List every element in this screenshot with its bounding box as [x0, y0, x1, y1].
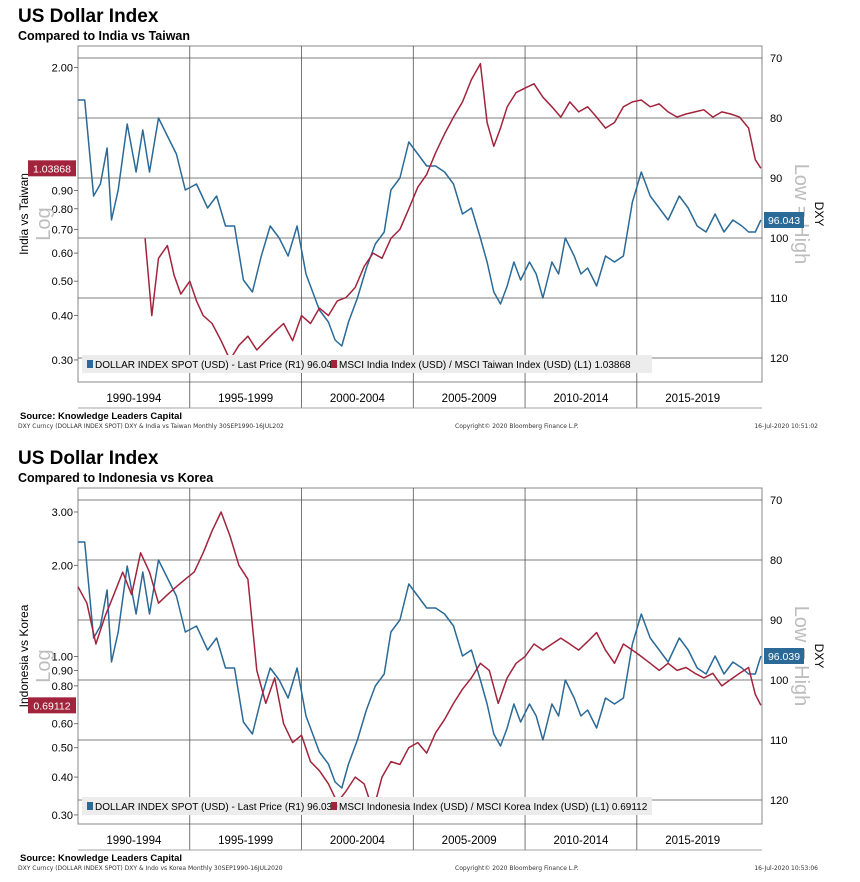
left-scale-watermark: Log: [33, 649, 55, 682]
left-last-value-flag: [28, 160, 76, 177]
x-tick-label: 2000-2004: [330, 835, 386, 847]
x-tick-label: 1995-1999: [218, 835, 273, 847]
plot-area: [77, 45, 763, 383]
right-last-value-flag: [764, 212, 804, 228]
right-tick-label: 70: [770, 53, 782, 65]
left-tick-label: 3.00: [52, 507, 73, 519]
footer-left-text: DXY Curncy (DOLLAR INDEX SPOT) DXY & Ind…: [18, 423, 284, 430]
chart-source: Source: Knowledge Leaders Capital: [20, 853, 183, 864]
left-tick-label: 0.60: [52, 719, 73, 731]
x-tick-label: 2000-2004: [330, 393, 386, 405]
x-tick-label: 2005-2009: [442, 835, 497, 847]
left-tick-label: 0.30: [52, 355, 73, 367]
right-axis-title: DXY: [812, 202, 826, 227]
ratio-series-line: [77, 511, 762, 812]
chart-panel-indonesia-korea: US Dollar Index Compared to Indonesia vs…: [0, 442, 860, 882]
x-tick-label: 1990-1994: [106, 835, 162, 847]
legend-label-dxy: DOLLAR INDEX SPOT (USD) - Last Price (R1…: [95, 802, 338, 813]
right-tick-label: 120: [770, 795, 788, 807]
legend-box: [82, 797, 652, 815]
x-tick-label: 2015-2019: [665, 393, 720, 405]
legend-label-ratio: MSCI India Index (USD) / MSCI Taiwan Ind…: [339, 360, 631, 371]
left-last-value-flag: [28, 697, 76, 714]
left-tick-label: 0.80: [52, 681, 73, 693]
chart-subtitle: Compared to Indonesia vs Korea: [18, 471, 214, 485]
right-axis-title: DXY: [812, 644, 826, 669]
right-tick-label: 110: [770, 293, 788, 305]
legend-label-dxy: DOLLAR INDEX SPOT (USD) - Last Price (R1…: [95, 360, 338, 371]
legend-swatch-dxy: [87, 360, 93, 368]
right-tick-label: 110: [770, 735, 788, 747]
footer-left-text: DXY Curncy (DOLLAR INDEX SPOT) DXY & Ind…: [18, 865, 283, 872]
footer-copyright: Copyright© 2020 Bloomberg Finance L.P.: [455, 865, 579, 872]
left-tick-label: 2.00: [52, 63, 73, 75]
chart-title: US Dollar Index: [18, 6, 159, 27]
right-tick-label: 80: [770, 113, 782, 125]
left-tick-label: 0.80: [52, 204, 73, 216]
right-tick-label: 100: [770, 675, 788, 687]
chart-source: Source: Knowledge Leaders Capital: [20, 411, 183, 422]
legend-box: [82, 355, 652, 373]
legend-swatch-ratio: [331, 360, 337, 368]
right-tick-label: 120: [770, 353, 788, 365]
left-tick-label: 0.60: [52, 248, 73, 260]
right-tick-label: 100: [770, 233, 788, 245]
left-last-value-label: 1.03868: [33, 163, 71, 175]
left-tick-label: 0.70: [52, 224, 73, 236]
right-last-value-label: 96.039: [768, 651, 800, 663]
chart-title: US Dollar Index: [18, 448, 159, 469]
plot-area: [77, 487, 763, 825]
x-tick-label: 2010-2014: [553, 835, 609, 847]
left-tick-label: 0.90: [52, 186, 73, 198]
left-tick-label: 0.90: [52, 665, 73, 677]
footer-copyright: Copyright© 2020 Bloomberg Finance L.P.: [455, 423, 579, 430]
chart-indonesia-korea: 70 80 90 100 110 120 3.00 2.00 1.000.90 0.80 0.60 0…: [17, 487, 826, 851]
left-tick-label: 0.30: [52, 810, 73, 822]
right-last-value-label: 96.043: [768, 215, 800, 227]
x-tick-label: 2015-2019: [665, 835, 720, 847]
chart-panel-india-taiwan: US Dollar Index Compared to India vs Tai…: [0, 0, 860, 440]
left-tick-label: 1.00: [52, 652, 73, 664]
left-tick-label: 2.00: [52, 560, 73, 572]
legend-swatch-dxy: [87, 802, 93, 810]
legend-label-ratio: MSCI Indonesia Index (USD) / MSCI Korea …: [339, 802, 648, 813]
ratio-series-line: [144, 62, 762, 361]
x-tick-label: 1995-1999: [218, 393, 273, 405]
right-tick-label: 90: [770, 173, 782, 185]
left-tick-label: 0.50: [52, 743, 73, 755]
right-last-value-flag: [764, 648, 804, 664]
left-axis-title: Indonesia vs Korea: [17, 604, 31, 707]
left-tick-label: 0.50: [52, 276, 73, 288]
footer-timestamp: 16-Jul-2020 10:53:06: [754, 865, 818, 872]
left-tick-label: 0.40: [52, 311, 73, 323]
left-last-value-label: 0.69112: [33, 700, 70, 712]
chart-subtitle: Compared to India vs Taiwan: [18, 29, 191, 43]
dxy-series-line: [78, 541, 762, 789]
footer-timestamp: 16-Jul-2020 10:51:02: [754, 423, 818, 430]
x-tick-label: 2005-2009: [442, 393, 497, 405]
left-scale-watermark: Log: [33, 207, 55, 240]
x-tick-label: 1990-1994: [106, 393, 162, 405]
dxy-series-line: [78, 99, 762, 347]
left-axis-title: India vs Taiwan: [17, 173, 31, 255]
left-tick-label: 0.40: [52, 772, 73, 784]
right-tick-label: 80: [770, 555, 782, 567]
right-tick-label: 70: [770, 495, 782, 507]
right-tick-label: 90: [770, 615, 782, 627]
legend-swatch-ratio: [331, 802, 337, 810]
x-tick-label: 2010-2014: [553, 393, 609, 405]
chart-india-taiwan: 70 80 90 100 110 120 2.00 0.90 0.80 0.70 0.60 0.50 0…: [17, 45, 826, 409]
